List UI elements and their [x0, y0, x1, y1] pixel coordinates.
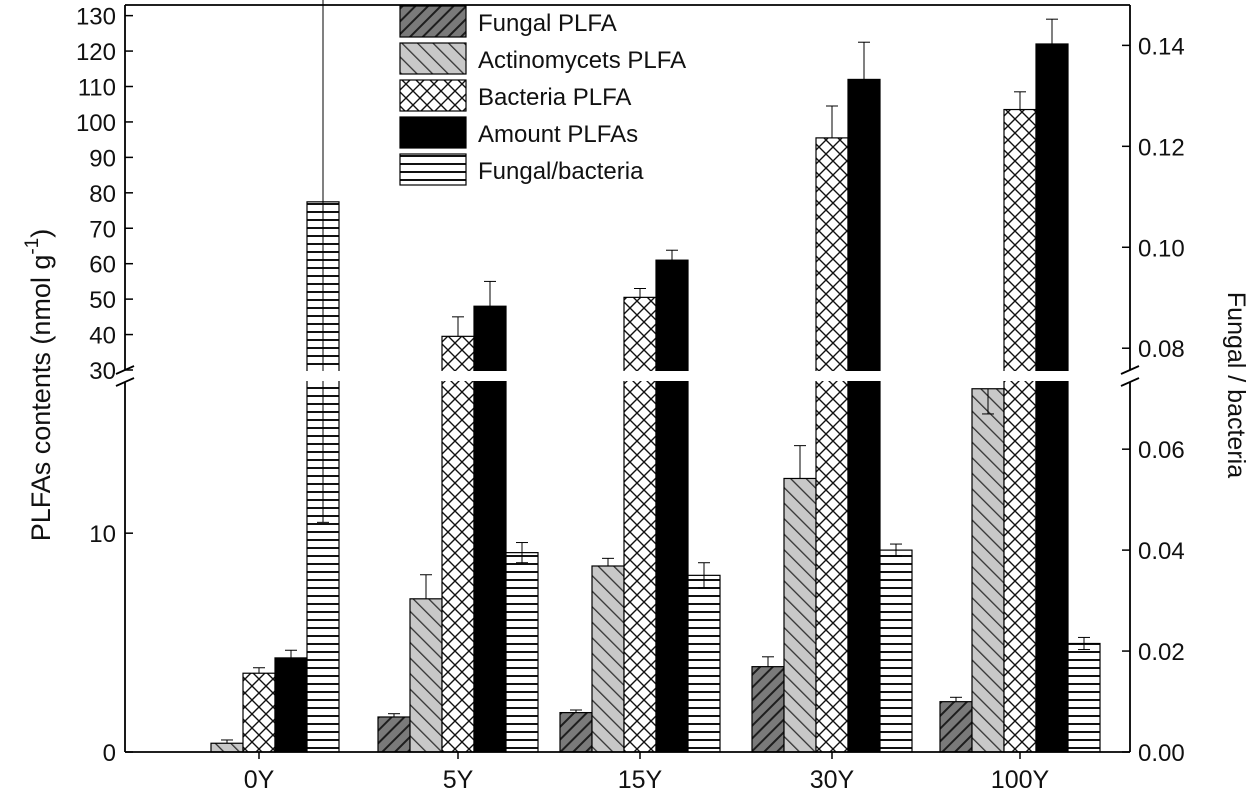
- bar: [591, 565, 625, 753]
- legend-swatch: [399, 153, 467, 186]
- bar: [879, 549, 913, 753]
- legend-label: Amount PLFAs: [478, 121, 638, 148]
- bar: [274, 657, 308, 753]
- bar: [505, 552, 539, 753]
- axis-break-mark: [1120, 365, 1140, 375]
- bar: [242, 672, 276, 753]
- left-tick-label: 80: [89, 181, 116, 208]
- x-tick-label: 5Y: [443, 766, 474, 792]
- x-axis-ticks: 0Y 5Y 15Y 30Y 100Y: [244, 752, 1050, 792]
- right-tick-label: 0.08: [1138, 336, 1185, 363]
- right-tick-label: 0.14: [1138, 33, 1185, 60]
- bar: [210, 742, 244, 753]
- y-axis-left-label: PLFAs contents (nmol g-1): [22, 229, 56, 542]
- right-tick-label: 0.04: [1138, 538, 1185, 565]
- right-axis-ticks: 0.00 0.02 0.04 0.06 0.08 0.10 0.12 0.14: [1122, 33, 1185, 767]
- legend-swatch: [399, 42, 467, 75]
- bar: [377, 716, 411, 753]
- right-tick-label: 0.10: [1138, 235, 1185, 262]
- bar: [409, 598, 443, 753]
- x-tick-label: 30Y: [810, 766, 855, 792]
- legend-swatch: [399, 116, 467, 149]
- bar: [847, 78, 881, 753]
- left-tick-label: 60: [89, 252, 116, 279]
- legend-swatch: [399, 79, 467, 112]
- legend-label: Actinomycets PLFA: [478, 47, 686, 74]
- bar: [1067, 642, 1101, 753]
- bars: [126, 0, 1129, 753]
- left-tick-label: 130: [76, 4, 116, 31]
- legend-label: Fungal/bacteria: [478, 158, 644, 185]
- x-tick-label: 0Y: [244, 766, 275, 792]
- bar: [971, 388, 1005, 753]
- bar: [783, 477, 817, 753]
- legend-label: Fungal PLFA: [478, 10, 617, 37]
- bar: [751, 666, 785, 753]
- y-axis-left-label-suffix: ): [26, 229, 56, 238]
- bar: [623, 296, 657, 753]
- left-tick-label: 50: [89, 287, 116, 314]
- bar: [655, 259, 689, 753]
- y-axis-right-label: Fungal / bacteria: [1222, 292, 1250, 478]
- series-fungal-plfa: [377, 656, 973, 753]
- bar: [815, 137, 849, 753]
- left-tick-label: 70: [89, 216, 116, 243]
- bar: [441, 335, 475, 753]
- legend-swatch: [399, 5, 467, 38]
- left-tick-label: 100: [76, 110, 116, 137]
- left-tick-label: 30: [89, 358, 116, 385]
- legend-label: Bacteria PLFA: [478, 84, 631, 111]
- right-tick-label: 0.00: [1138, 740, 1185, 767]
- bar: [939, 701, 973, 753]
- bar: [1003, 108, 1037, 753]
- left-tick-label: 90: [89, 145, 116, 172]
- series-bacteria-plfa: [242, 91, 1037, 753]
- bar: [1035, 43, 1069, 753]
- right-tick-label: 0.12: [1138, 134, 1185, 161]
- left-tick-label: 110: [78, 75, 116, 102]
- bar: [687, 574, 721, 753]
- y-axis-left-label-main: PLFAs contents (nmol g: [26, 255, 56, 542]
- left-axis-ticks: 30 40 50 60 70 80 90 100 110 120 130 0 10: [76, 4, 133, 767]
- left-tick-label: 10: [89, 521, 116, 548]
- axis-break-mark: [1120, 377, 1140, 387]
- axis-break-gap: [126, 371, 1129, 381]
- axis-break-mark: [115, 377, 135, 387]
- right-tick-label: 0.02: [1138, 639, 1185, 666]
- plot-frame: [115, 4, 1140, 753]
- legend: Fungal PLFA Actinomycets PLFA Bacteria PLF…: [399, 5, 686, 186]
- y-axis-left-label-superscript: -1: [22, 238, 43, 255]
- series-amount-plfas: [274, 18, 1069, 753]
- left-tick-label: 120: [76, 39, 116, 66]
- left-tick-label: 40: [89, 323, 116, 350]
- left-tick-label: 0: [103, 740, 116, 767]
- right-tick-label: 0.06: [1138, 437, 1185, 464]
- series-fungal-bacteria: [306, 0, 1101, 753]
- x-tick-label: 15Y: [618, 766, 663, 792]
- x-tick-label: 100Y: [991, 766, 1050, 792]
- bar: [559, 712, 593, 753]
